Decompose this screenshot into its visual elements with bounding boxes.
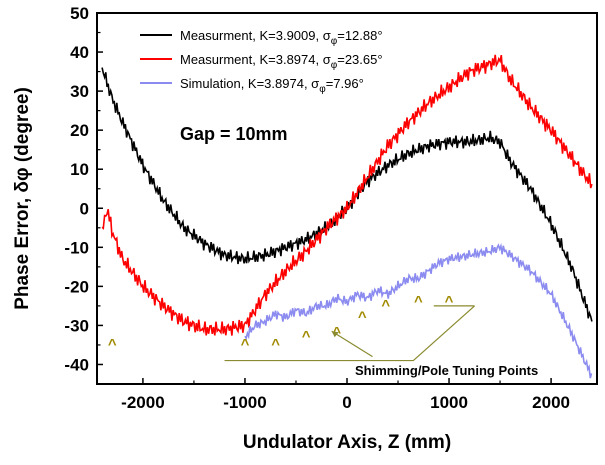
y-tick-label: 20 xyxy=(70,121,89,140)
legend: Measurment, K=3.9009, σφ=12.88° Measurmen… xyxy=(140,28,383,95)
tuning-label: Shimming/Pole Tuning Points xyxy=(355,363,538,378)
x-tick-label: -1000 xyxy=(223,393,266,412)
tuning-arrowhead xyxy=(331,331,339,338)
tuning-marker: ^ xyxy=(358,309,367,326)
y-tick-label: -30 xyxy=(64,316,89,335)
y-tick-label: 40 xyxy=(70,43,89,62)
y-tick-label: -10 xyxy=(64,238,89,257)
tuning-marker: ^ xyxy=(241,336,250,353)
y-tick-label: 50 xyxy=(70,4,89,23)
legend-entry: Measurment, K=3.9009, σφ=12.88° xyxy=(180,28,383,47)
x-tick-label: 0 xyxy=(342,393,351,412)
tuning-bracket xyxy=(224,305,475,362)
y-tick-label: -20 xyxy=(64,277,89,296)
x-tick-label: 1000 xyxy=(430,393,468,412)
y-tick-label: -40 xyxy=(64,355,89,374)
x-tick-label: -2000 xyxy=(121,393,164,412)
tuning-marker: ^ xyxy=(445,293,454,310)
plot-frame xyxy=(96,12,598,385)
series-line-1 xyxy=(101,67,593,322)
ticks-layer: -2000 -1000 0 1000 2000 50 40 30 20 10 0 -10 -20 -30 -… xyxy=(64,4,570,412)
series-layer xyxy=(101,54,593,379)
series-line-2 xyxy=(101,54,593,336)
x-tick-label: 2000 xyxy=(532,393,570,412)
tuning-marker: ^ xyxy=(271,336,280,353)
gap-annotation: Gap = 10mm xyxy=(180,124,288,144)
y-axis-label: Phase Error, δφ (degree) xyxy=(12,87,33,310)
tuning-marker: ^ xyxy=(381,297,390,314)
tuning-marker: ^ xyxy=(302,328,311,345)
legend-entry: Measurment, K=3.8974, σφ=23.65° xyxy=(180,52,383,71)
y-tick-label: 10 xyxy=(70,160,89,179)
annotations: Gap = 10mm^^^^^^^^^Shimming/Pole Tuning … xyxy=(108,124,538,378)
series-line-3 xyxy=(244,242,593,379)
tuning-leader xyxy=(331,330,373,358)
y-tick-label: 30 xyxy=(70,82,89,101)
y-tick-label: 0 xyxy=(80,199,89,218)
tuning-marker: ^ xyxy=(414,293,423,310)
legend-entry: Simulation, K=3.8974, σφ=7.96° xyxy=(180,76,364,95)
x-axis-label: Undulator Axis, Z (mm) xyxy=(243,432,451,453)
tuning-marker: ^ xyxy=(108,336,117,353)
